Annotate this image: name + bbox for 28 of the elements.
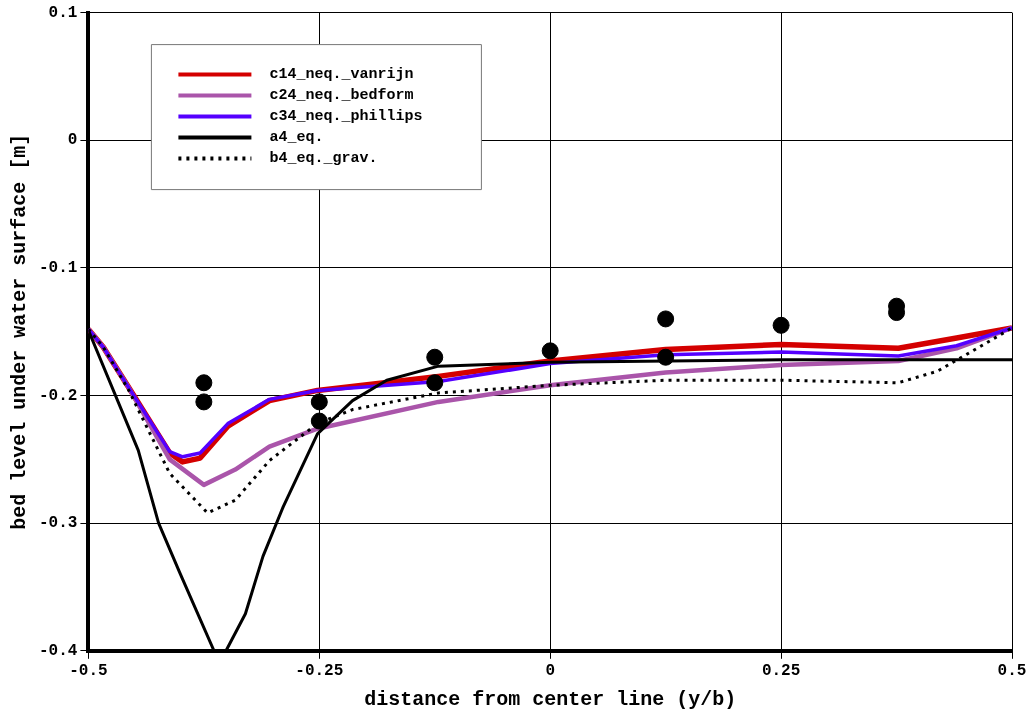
x-tick-label: 0 [545,662,556,681]
legend-label: c34_neq._phillips [269,108,423,126]
y-tick-label: -0.3 [39,514,78,533]
y-tick-label: 0.1 [48,3,78,22]
legend-label: b4_eq._grav. [269,150,378,168]
y-tick-label: 0 [67,131,78,150]
point [426,348,444,366]
y-axis-title: bed level under water surface [m] [8,133,32,530]
point [772,316,790,334]
point [195,393,213,411]
point [657,348,675,366]
x-tick-label: -0.25 [295,662,344,681]
point [657,310,675,328]
y-tick-label: -0.2 [39,386,78,405]
x-axis-title: distance from center line (y/b) [364,688,737,712]
y-tick-label: -0.1 [39,258,78,277]
point [310,412,328,430]
point [541,342,559,360]
legend-label: a4_eq. [269,129,324,147]
legend-label: c24_neq._bedform [269,87,414,105]
y-tick-label: -0.4 [39,641,78,660]
x-tick-label: -0.5 [69,662,108,681]
point [426,374,444,392]
point [310,393,328,411]
legend-label: c14_neq._vanrijn [269,66,414,84]
x-tick-label: 0.25 [761,662,801,681]
x-tick-label: 0.5 [997,662,1027,681]
point [195,374,213,392]
